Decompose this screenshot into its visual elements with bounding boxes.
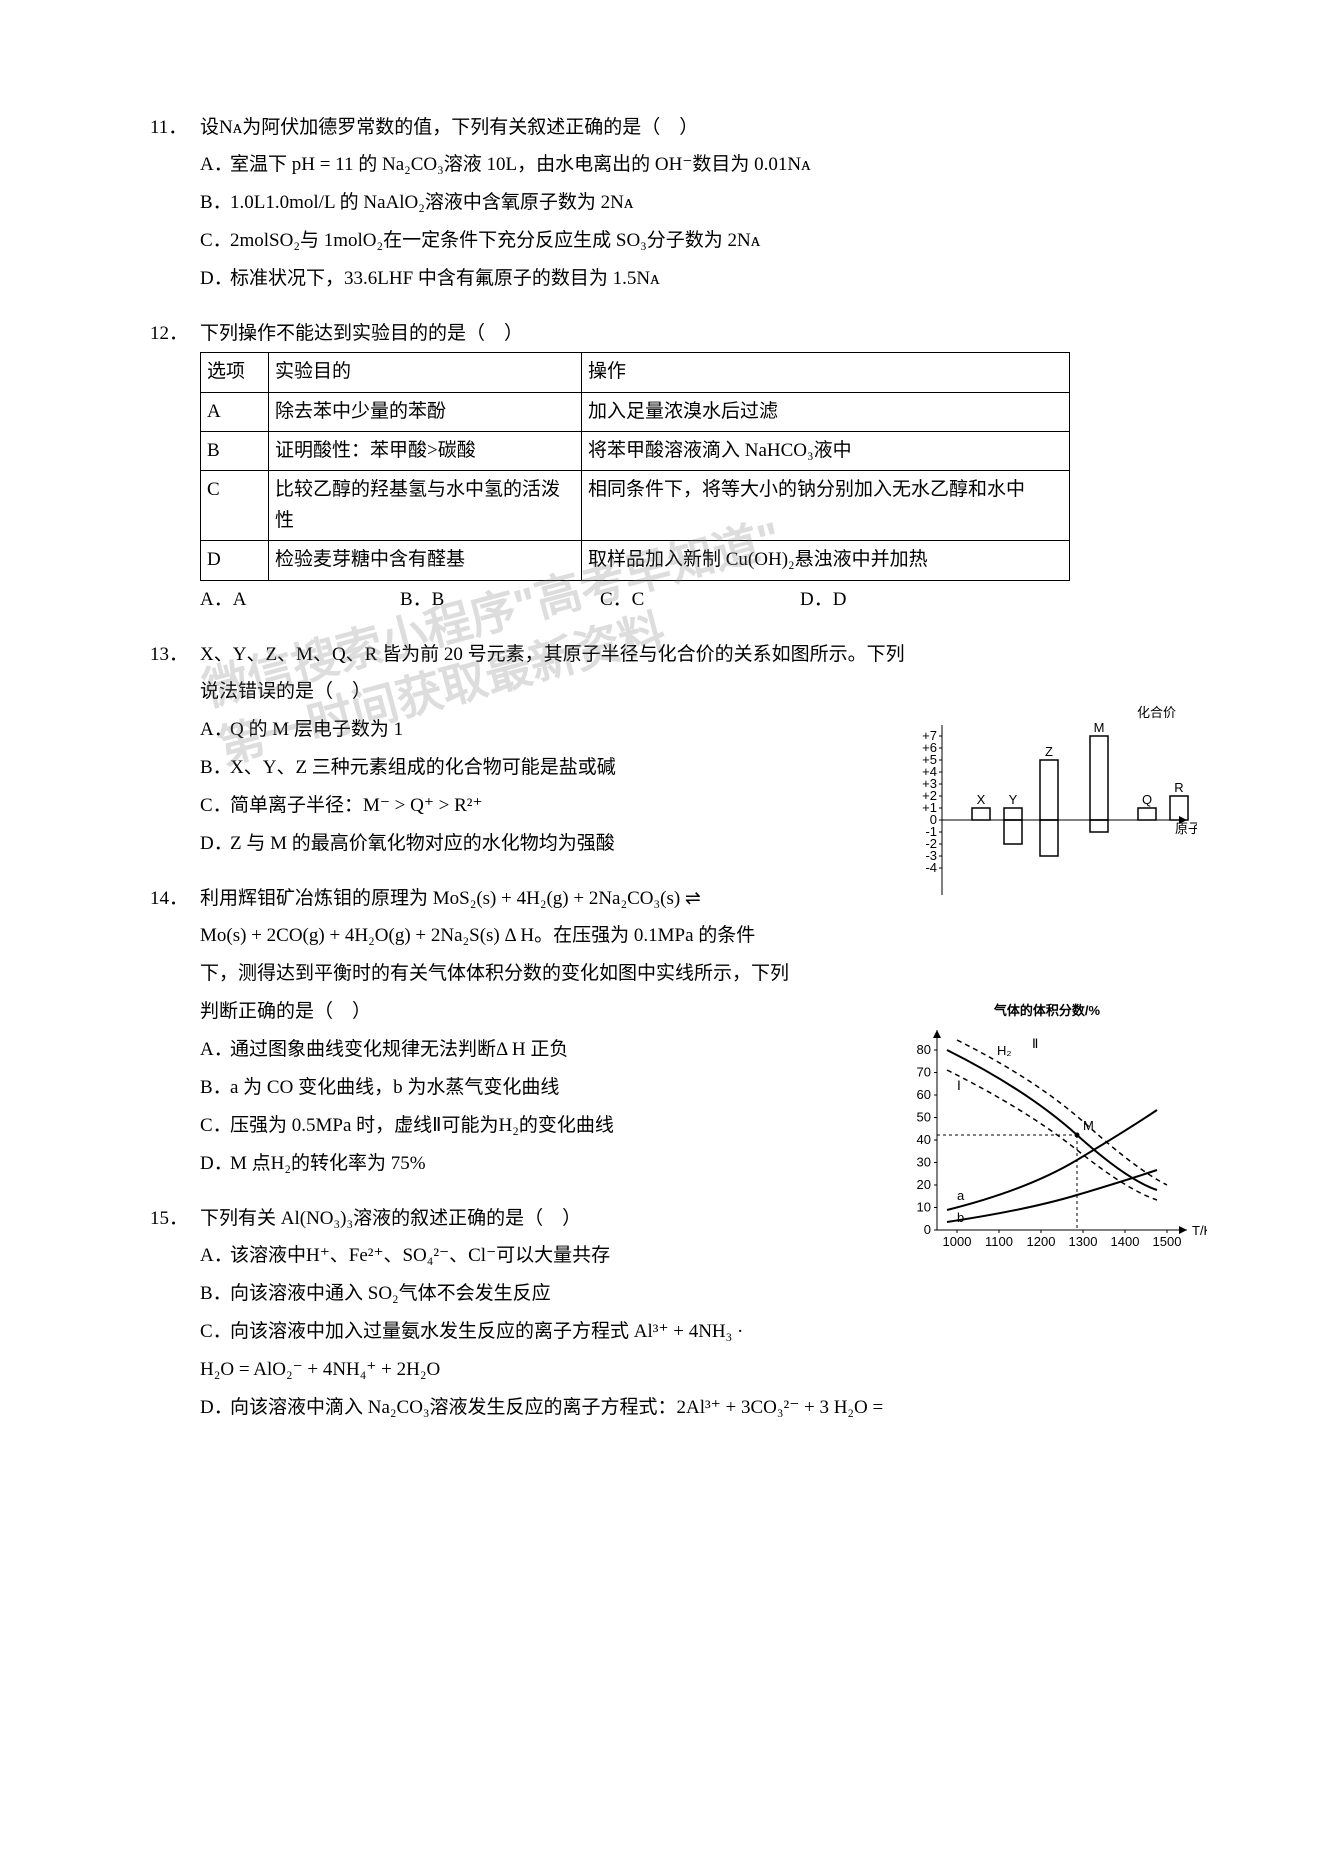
svg-text:b: b: [957, 1210, 964, 1225]
svg-text:-4: -4: [925, 860, 937, 875]
table-row: B 证明酸性：苯甲酸>碳酸 将苯甲酸溶液滴入 NaHCO₃液中: [201, 431, 1070, 470]
svg-text:M: M: [1094, 720, 1105, 735]
q14-stem2: Mo(s) + 2CO(g) + 4H₂O(g) + 2Na₂S(s) Δ H。…: [150, 917, 890, 955]
svg-text:1000: 1000: [943, 1234, 972, 1249]
svg-text:1300: 1300: [1069, 1234, 1098, 1249]
svg-text:50: 50: [917, 1110, 931, 1125]
q13-opt-c: 简单离子半径：M⁻ > Q⁺ > R²⁺: [230, 795, 483, 816]
q11-number: 11．: [150, 110, 200, 146]
q14-opt-a: 通过图象曲线变化规律无法判断Δ H 正负: [230, 1039, 568, 1060]
table-row: D 检验麦芽糖中含有醛基 取样品加入新制 Cu(OH)₂悬浊液中并加热: [201, 541, 1070, 580]
question-12: 12． 下列操作不能达到实验目的的是（ ） 选项 实验目的 操作 A 除去苯中少…: [150, 316, 1187, 618]
q14-stem3: 下，测得达到平衡时的有关气体体积分数的变化如图中实线所示，下列: [150, 955, 890, 993]
q11-opt-a: 室温下 pH = 11 的 Na₂CO₃溶液 10L，由水电离出的 OH⁻数目为…: [230, 154, 811, 175]
q13-xlabel: 原子半径: [1175, 821, 1197, 836]
q14-opt-d: M 点H₂的转化率为 75%: [230, 1153, 426, 1174]
svg-text:Ⅰ: Ⅰ: [957, 1078, 961, 1093]
svg-text:M: M: [1083, 1118, 1094, 1133]
svg-text:70: 70: [917, 1065, 931, 1080]
q13-number: 13．: [150, 637, 200, 673]
opt-label: A．: [200, 146, 230, 184]
svg-text:10: 10: [917, 1200, 931, 1215]
q13-opt-a: Q 的 M 层电子数为 1: [230, 719, 403, 740]
q14-number: 14．: [150, 881, 200, 917]
th-operation: 操作: [582, 353, 1070, 392]
svg-text:30: 30: [917, 1155, 931, 1170]
th-option: 选项: [201, 353, 269, 392]
svg-text:80: 80: [917, 1042, 931, 1057]
svg-text:Z: Z: [1045, 744, 1053, 759]
svg-text:20: 20: [917, 1177, 931, 1192]
svg-text:1500: 1500: [1153, 1234, 1182, 1249]
opt-label: B．: [200, 184, 230, 222]
svg-text:a: a: [957, 1188, 965, 1203]
q13-ylabel: 化合价: [1137, 705, 1176, 720]
q15-opt-b: 向该溶液中通入 SO₂气体不会发生反应: [230, 1283, 551, 1304]
q15-opt-c: 向该溶液中加入过量氨水发生反应的离子方程式 Al³⁺ + 4NH₃ ·: [230, 1321, 743, 1342]
opt-label: D．: [200, 260, 230, 298]
question-11: 11． 设Nᴀ为阿伏加德罗常数的值，下列有关叙述正确的是（ ） A．室温下 pH…: [150, 110, 1187, 298]
svg-text:1400: 1400: [1111, 1234, 1140, 1249]
q15-opt-a: 该溶液中H⁺、Fe²⁺、SO₄²⁻、Cl⁻可以大量共存: [230, 1245, 610, 1266]
th-purpose: 实验目的: [269, 353, 582, 392]
q12-answers: A．A B．B C．C D．D: [150, 581, 1187, 619]
q15-number: 15．: [150, 1201, 200, 1237]
table-row: 选项 实验目的 操作: [201, 353, 1070, 392]
q14-opt-c: 压强为 0.5MPa 时，虚线Ⅱ可能为H₂的变化曲线: [230, 1115, 614, 1136]
svg-text:H₂: H₂: [997, 1043, 1011, 1058]
opt-label: C．: [200, 222, 230, 260]
svg-text:Ⅱ: Ⅱ: [1032, 1036, 1038, 1051]
q12-number: 12．: [150, 316, 200, 352]
q13-opt-d: Z 与 M 的最高价氧化物对应的水化物均为强酸: [230, 833, 615, 854]
svg-text:0: 0: [924, 1222, 931, 1237]
q11-opt-d: 标准状况下，33.6LHF 中含有氟原子的数目为 1.5Nᴀ: [230, 268, 660, 289]
q14-chart-title: 气体的体积分数/%: [994, 1003, 1101, 1018]
q14-xlabel: T/K: [1192, 1223, 1207, 1238]
q12-stem: 下列操作不能达到实验目的的是（ ）: [200, 316, 1187, 352]
svg-text:60: 60: [917, 1087, 931, 1102]
q14-stem4: 判断正确的是（ ）: [150, 993, 890, 1031]
q11-stem: 设Nᴀ为阿伏加德罗常数的值，下列有关叙述正确的是（ ）: [200, 110, 1187, 146]
q13-stem1: X、Y、Z、M、Q、R 皆为前 20 号元素，其原子半径与化合价的关系如图所示。…: [200, 637, 1187, 673]
table-row: A 除去苯中少量的苯酚 加入足量浓溴水后过滤: [201, 392, 1070, 431]
q14-opt-b: a 为 CO 变化曲线，b 为水蒸气变化曲线: [230, 1077, 559, 1098]
q11-opt-b: 1.0L1.0mol/L 的 NaAlO₂溶液中含氧原子数为 2Nᴀ: [230, 192, 633, 213]
q11-opt-c: 2molSO₂与 1molO₂在一定条件下充分反应生成 SO₃分子数为 2Nᴀ: [230, 230, 760, 251]
table-row: C 比较乙醇的羟基氢与水中氢的活泼性 相同条件下，将等大小的钠分别加入无水乙醇和…: [201, 471, 1070, 541]
svg-text:Q: Q: [1142, 792, 1152, 807]
q13-chart: 化合价 +7+6+5+4+3+2+10-1-2-3-4 原子半径 XYZMQR: [917, 705, 1197, 905]
svg-text:X: X: [977, 792, 986, 807]
exam-page: 11． 设Nᴀ为阿伏加德罗常数的值，下列有关叙述正确的是（ ） A．室温下 pH…: [0, 0, 1317, 1865]
svg-text:Y: Y: [1009, 792, 1018, 807]
svg-text:40: 40: [917, 1132, 931, 1147]
svg-text:1200: 1200: [1027, 1234, 1056, 1249]
q15-opt-d: 向该溶液中滴入 Na₂CO₃溶液发生反应的离子方程式：2Al³⁺ + 3CO₃²…: [230, 1397, 883, 1418]
svg-text:1100: 1100: [985, 1234, 1013, 1249]
q14-chart: 气体的体积分数/% 80 70 60 50 40 30 20 10 0 1000 1100 1200…: [897, 1000, 1207, 1260]
q13-opt-b: X、Y、Z 三种元素组成的化合物可能是盐或碱: [230, 757, 616, 778]
svg-text:R: R: [1174, 780, 1183, 795]
q12-table: 选项 实验目的 操作 A 除去苯中少量的苯酚 加入足量浓溴水后过滤 B 证明酸性…: [200, 352, 1070, 580]
q15-opt-c2: H₂O = AlO₂⁻ + 4NH₄⁺ + 2H₂O: [150, 1351, 1187, 1389]
